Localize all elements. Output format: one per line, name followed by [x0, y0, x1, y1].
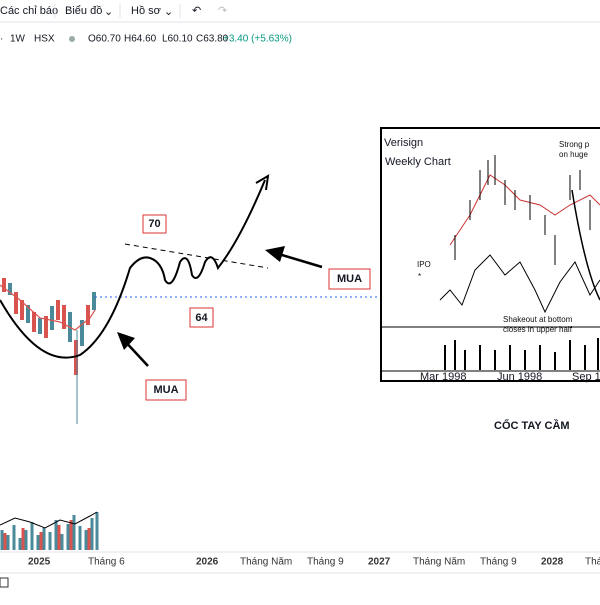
- inset-image: Verisign Weekly Chart Strong p on huge I…: [380, 127, 600, 383]
- legend-dot: ·: [0, 34, 3, 45]
- x-axis-label: Tháng 9: [307, 557, 344, 568]
- label-box: [328, 268, 371, 290]
- x-axis-label: Tháng 9: [480, 557, 517, 568]
- candle: [80, 320, 84, 346]
- redo-button[interactable]: ↷: [218, 5, 227, 17]
- chart-type-button[interactable]: Biểu đồ: [65, 5, 102, 17]
- legend-high: H64.60: [124, 34, 157, 45]
- volume-ma: [0, 511, 98, 529]
- legend-change: +3.40 (+5.63%): [223, 34, 292, 45]
- candle: [26, 305, 30, 323]
- candle: [38, 318, 42, 334]
- toolbar: [0, 0, 600, 22]
- dropdown-icon: ⌄: [164, 6, 173, 18]
- inset-note: IPO: [417, 260, 431, 269]
- x-axis-label: 2027: [368, 557, 391, 568]
- inset-sketch: [571, 189, 600, 301]
- legend-interval: 1W: [10, 34, 26, 45]
- inset-date: Sep 199: [572, 371, 600, 383]
- dropdown-icon: ⌄: [104, 6, 113, 18]
- inset-bars: [454, 155, 591, 265]
- level-label: 70: [148, 218, 160, 230]
- x-axis-label: Tháng Năm: [240, 557, 292, 568]
- x-axis-label: 2026: [196, 557, 219, 568]
- inset-note: closes in upper half: [503, 325, 573, 334]
- volume-bars: [0, 512, 99, 550]
- buy-label: MUA: [153, 384, 178, 396]
- inset-note: Strong p: [559, 140, 590, 149]
- x-axis-label: 2025: [28, 557, 51, 568]
- candle: [2, 278, 6, 292]
- candle: [32, 312, 36, 332]
- candle: [56, 300, 60, 320]
- level-label: 64: [195, 312, 208, 324]
- inset-volume: [444, 338, 599, 370]
- candle: [92, 292, 96, 310]
- arrow-head: [265, 246, 285, 262]
- candle: [8, 283, 12, 295]
- candle: [86, 305, 90, 325]
- cup-handle-sketch: [0, 179, 266, 359]
- inset-note: Shakeout at bottom: [503, 315, 573, 324]
- legend-open: O60.70: [88, 34, 121, 45]
- indicators-button[interactable]: Các chỉ báo: [0, 5, 58, 17]
- inset-date: Jun 1998: [497, 371, 542, 383]
- calendar-icon[interactable]: [0, 577, 9, 588]
- candle: [50, 306, 54, 330]
- volume-bars: [3, 520, 91, 550]
- inset-date: Mar 1998: [420, 371, 466, 383]
- candle: [44, 316, 48, 338]
- inset-note: *: [418, 272, 421, 281]
- legend-status: [69, 36, 75, 42]
- candle: [14, 292, 18, 314]
- inset-frame: [380, 127, 600, 382]
- volume-pane: [0, 511, 99, 550]
- caption: CỐC TAY CẦM: [494, 418, 570, 432]
- x-axis-label: 2028: [541, 557, 564, 568]
- x-axis-label: Tháng: [585, 557, 600, 568]
- x-axis-label: Tháng Năm: [413, 557, 465, 568]
- candle: [74, 340, 78, 375]
- x-axis-label: Tháng 6: [88, 557, 125, 568]
- resistance-line: [124, 243, 269, 269]
- inset-subtitle: Weekly Chart: [385, 156, 451, 168]
- moving-average: [0, 284, 96, 331]
- inset-note: on huge: [559, 150, 588, 159]
- profile-button[interactable]: Hồ sơ: [131, 5, 161, 17]
- legend-close: C63.80: [196, 34, 229, 45]
- arrow-head: [255, 174, 270, 191]
- inset-rs-line: [439, 254, 600, 314]
- candles: [0, 278, 96, 424]
- undo-button[interactable]: ↶: [192, 5, 201, 17]
- arrow-head: [117, 332, 135, 350]
- legend-exchange: HSX: [34, 34, 55, 45]
- label-box: [142, 214, 167, 234]
- label-box: [145, 379, 187, 401]
- candle: [20, 300, 24, 320]
- label-box: [189, 307, 214, 328]
- buy-label: MUA: [337, 273, 362, 285]
- legend-low: L60.10: [162, 34, 193, 45]
- inset-title: Verisign: [384, 137, 423, 149]
- candle: [62, 305, 66, 329]
